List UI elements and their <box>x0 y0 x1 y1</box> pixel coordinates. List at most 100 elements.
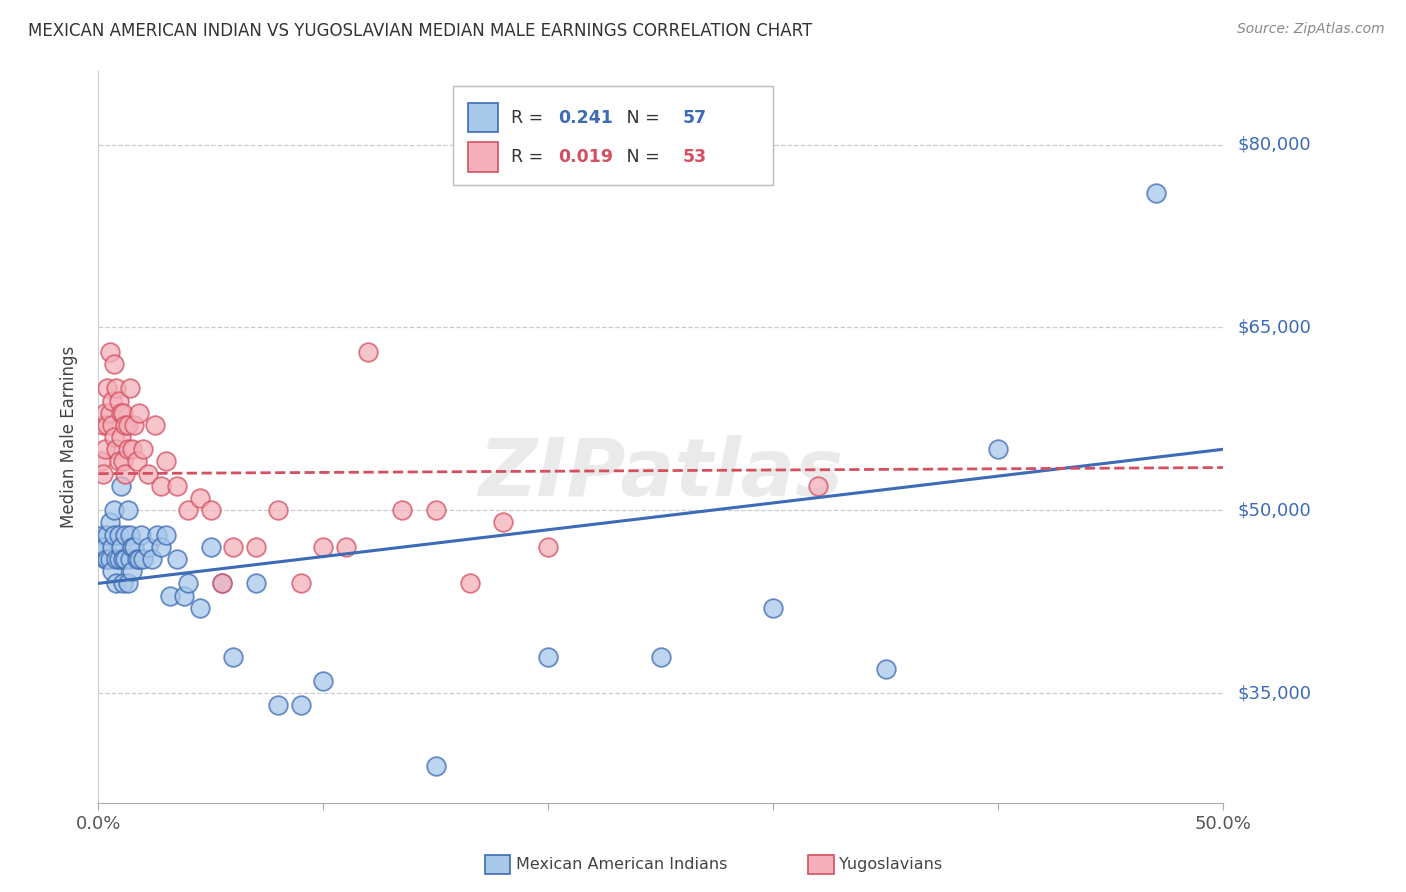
Text: ZIPatlas: ZIPatlas <box>478 434 844 513</box>
Point <box>118 552 141 566</box>
Point <box>110 540 132 554</box>
Point <box>112 552 135 566</box>
Point <box>91 417 114 432</box>
Point <box>200 503 222 517</box>
Text: $50,000: $50,000 <box>1237 501 1310 519</box>
Point <box>132 552 155 566</box>
Point <box>103 503 125 517</box>
Text: Mexican American Indians: Mexican American Indians <box>516 857 727 871</box>
Point <box>94 406 117 420</box>
Point <box>211 576 233 591</box>
Point <box>132 442 155 457</box>
Point <box>114 527 136 541</box>
Point <box>335 540 357 554</box>
Point <box>112 454 135 468</box>
Point <box>124 417 146 432</box>
Point <box>267 503 290 517</box>
Point <box>114 467 136 481</box>
Point <box>125 552 148 566</box>
Point <box>128 552 150 566</box>
Y-axis label: Median Male Earnings: Median Male Earnings <box>59 346 77 528</box>
Point <box>105 442 128 457</box>
Text: N =: N = <box>610 109 665 127</box>
Point <box>107 527 129 541</box>
Point <box>121 564 143 578</box>
Text: $80,000: $80,000 <box>1237 136 1310 153</box>
Text: 0.241: 0.241 <box>558 109 613 127</box>
Point <box>91 467 114 481</box>
Point <box>136 467 159 481</box>
Point <box>105 576 128 591</box>
Text: 57: 57 <box>682 109 706 127</box>
Point <box>267 698 290 713</box>
Point <box>98 406 121 420</box>
Text: 0.019: 0.019 <box>558 148 613 166</box>
Point <box>96 552 118 566</box>
Point <box>222 540 245 554</box>
Text: N =: N = <box>610 148 665 166</box>
Point <box>128 406 150 420</box>
Point <box>537 540 560 554</box>
Text: $35,000: $35,000 <box>1237 684 1312 702</box>
Point <box>110 406 132 420</box>
Point <box>807 479 830 493</box>
Point <box>125 454 148 468</box>
Point <box>177 576 200 591</box>
Point <box>492 516 515 530</box>
Point <box>211 576 233 591</box>
Point <box>117 417 139 432</box>
Text: R =: R = <box>512 148 548 166</box>
Point <box>96 527 118 541</box>
Point <box>91 527 114 541</box>
Point <box>357 344 380 359</box>
Text: Yugoslavians: Yugoslavians <box>839 857 942 871</box>
Point <box>150 479 173 493</box>
Point <box>107 393 129 408</box>
Point <box>146 527 169 541</box>
Point <box>290 576 312 591</box>
Point <box>1144 186 1167 201</box>
Point <box>117 503 139 517</box>
Point <box>425 503 447 517</box>
Point <box>101 540 124 554</box>
Point <box>166 552 188 566</box>
Text: $65,000: $65,000 <box>1237 318 1310 336</box>
Text: MEXICAN AMERICAN INDIAN VS YUGOSLAVIAN MEDIAN MALE EARNINGS CORRELATION CHART: MEXICAN AMERICAN INDIAN VS YUGOSLAVIAN M… <box>28 22 813 40</box>
Point <box>114 552 136 566</box>
Point <box>166 479 188 493</box>
Point <box>94 442 117 457</box>
Point <box>101 564 124 578</box>
Point <box>129 527 152 541</box>
Point <box>458 576 481 591</box>
Point <box>101 393 124 408</box>
Point <box>121 540 143 554</box>
Point <box>105 552 128 566</box>
Point <box>96 381 118 395</box>
Point <box>245 540 267 554</box>
Point <box>103 527 125 541</box>
Point <box>90 540 112 554</box>
Point <box>425 759 447 773</box>
Point <box>105 381 128 395</box>
Text: 53: 53 <box>682 148 706 166</box>
Point <box>200 540 222 554</box>
Point <box>143 417 166 432</box>
Point <box>98 552 121 566</box>
Point <box>155 527 177 541</box>
Point <box>136 540 159 554</box>
Point <box>110 430 132 444</box>
Point <box>290 698 312 713</box>
Point <box>90 454 112 468</box>
Point <box>107 454 129 468</box>
Point <box>98 344 121 359</box>
Bar <box>468 103 498 132</box>
Point <box>103 357 125 371</box>
Point <box>312 540 335 554</box>
Point <box>875 662 897 676</box>
Point <box>537 649 560 664</box>
Point <box>173 589 195 603</box>
Point <box>114 417 136 432</box>
Point <box>112 576 135 591</box>
Point <box>177 503 200 517</box>
Point <box>155 454 177 468</box>
